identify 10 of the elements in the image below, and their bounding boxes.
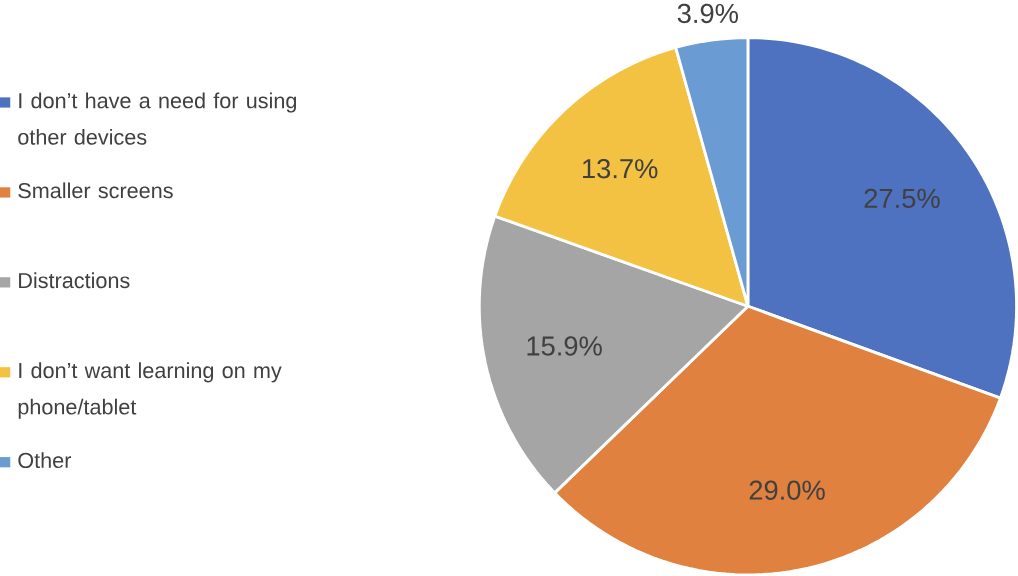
legend-label: I don’t have a need for using other devices	[18, 92, 297, 145]
legend-label: Distractions	[19, 272, 130, 289]
data-label: 27.5%	[864, 188, 940, 208]
data-label: 3.9%	[677, 3, 738, 23]
data-label: 29.0%	[749, 480, 825, 500]
legend-label: Smaller screens	[18, 182, 173, 199]
legend-label: Other	[18, 452, 72, 468]
legend-label: I don’t want learning on my phone/tablet	[18, 362, 282, 419]
data-label: 13.7%	[583, 158, 658, 179]
data-label: 15.9%	[527, 336, 602, 356]
